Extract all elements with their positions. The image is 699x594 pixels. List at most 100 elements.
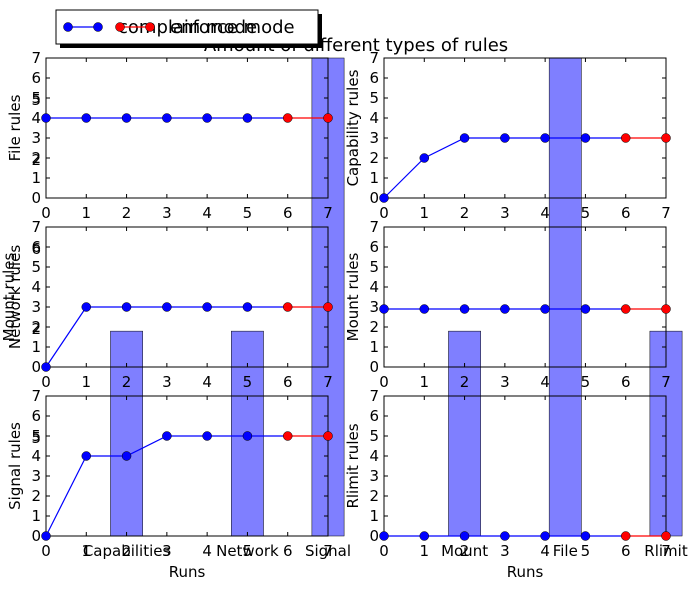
x-tick-label: 4 — [540, 373, 550, 391]
y-tick-label: 0 — [31, 189, 41, 207]
x-tick-label: 7 — [661, 542, 671, 560]
x-tick-label: 3 — [500, 204, 510, 222]
complain-point — [121, 302, 132, 312]
x-tick-label: 2 — [122, 373, 132, 391]
enforce-point — [620, 304, 631, 314]
complain-point — [242, 113, 253, 123]
x-tick-label: 2 — [460, 373, 470, 391]
x-tick-label: 3 — [162, 542, 172, 560]
panel-frame — [383, 57, 667, 199]
complain-series-line — [383, 137, 626, 199]
x-tick-label: 7 — [323, 542, 333, 560]
complain-point — [379, 304, 389, 314]
y-tick-label: 2 — [369, 149, 379, 167]
x-axis-label-left: Runs — [169, 563, 206, 581]
legend-label-1: complain mode — [118, 17, 257, 38]
complain-point — [41, 362, 51, 372]
x-tick-label: 6 — [283, 204, 293, 222]
enforce-point — [323, 431, 333, 441]
y-tick-label: 7 — [369, 387, 379, 405]
y-tick-label: 1 — [31, 338, 41, 356]
y-tick-label: 7 — [31, 218, 41, 236]
x-tick-label: 3 — [500, 542, 510, 560]
x-tick-label: 4 — [202, 373, 212, 391]
y-tick-label: 6 — [31, 238, 41, 256]
enforce-point — [620, 531, 631, 541]
y-tick-label: 2 — [31, 149, 41, 167]
enforce-point — [661, 133, 671, 143]
legend-label-2: enforce mode — [170, 17, 295, 38]
bar-mount — [448, 330, 481, 537]
x-tick-label: 7 — [323, 204, 333, 222]
y-tick-label: 4 — [369, 447, 379, 465]
y-tick-label: 5 — [369, 427, 379, 445]
complain-point — [580, 133, 591, 143]
bar-label-network: Network — [216, 542, 279, 560]
x-tick-label: 4 — [540, 204, 550, 222]
panel-frame — [383, 395, 667, 537]
enforce-point — [282, 113, 293, 123]
y-tick-label-extra: 5 — [31, 429, 41, 447]
x-tick-label: 7 — [661, 373, 671, 391]
y-tick-label: 7 — [31, 387, 41, 405]
y-tick-label: 4 — [31, 278, 41, 296]
complain-point — [41, 531, 51, 541]
y-tick-label-extra: 5 — [31, 91, 41, 109]
panel-frame — [45, 226, 329, 368]
complain-point — [162, 302, 172, 312]
x-tick-label: 3 — [162, 373, 172, 391]
complain-point — [459, 133, 470, 143]
x-tick-label: 6 — [621, 204, 631, 222]
y-axis-label: Network rules — [6, 245, 24, 349]
complain-point — [202, 302, 212, 312]
y-tick-label: 5 — [31, 427, 41, 445]
complain-point — [202, 113, 212, 123]
complain-point — [500, 304, 510, 314]
y-tick-label: 5 — [369, 89, 379, 107]
complain-point — [162, 431, 172, 441]
x-tick-label: 5 — [581, 373, 591, 391]
y-tick-label: 4 — [31, 109, 41, 127]
complain-point — [540, 304, 550, 314]
y-tick-label: 2 — [31, 318, 41, 336]
x-tick-label: 4 — [202, 542, 212, 560]
x-tick-label: 0 — [379, 542, 389, 560]
y-tick-label: 4 — [369, 278, 379, 296]
complain-point — [419, 153, 430, 163]
legend-marker-2 — [115, 22, 125, 32]
complain-point — [459, 531, 470, 541]
y-tick-label: 7 — [369, 49, 379, 67]
y-tick-label: 2 — [31, 487, 41, 505]
legend-marker-1 — [93, 22, 103, 32]
x-tick-label: 0 — [379, 204, 389, 222]
bar-label-mount: Mount — [441, 542, 488, 560]
y-tick-label: 6 — [31, 69, 41, 87]
y-axis-label: Mount rules — [344, 252, 362, 341]
complain-point — [379, 193, 389, 203]
x-tick-label: 2 — [460, 542, 470, 560]
x-tick-label: 7 — [661, 204, 671, 222]
y-tick-label: 4 — [31, 447, 41, 465]
complain-point — [121, 113, 132, 123]
x-tick-label: 3 — [500, 373, 510, 391]
y-tick-label: 3 — [31, 298, 41, 316]
y-tick-label: 5 — [31, 89, 41, 107]
y-tick-label-extra: 2 — [31, 151, 41, 169]
y-axis-label: File rules — [6, 94, 24, 161]
complain-point — [540, 133, 550, 143]
enforce-point — [661, 531, 671, 541]
enforce-point — [323, 113, 333, 123]
panel-frame — [383, 226, 667, 368]
y-tick-label: 7 — [31, 49, 41, 67]
y-tick-label: 1 — [31, 169, 41, 187]
x-tick-label: 6 — [621, 373, 631, 391]
x-tick-label: 5 — [243, 204, 253, 222]
y-tick-label: 3 — [369, 467, 379, 485]
y-tick-label: 5 — [31, 258, 41, 276]
